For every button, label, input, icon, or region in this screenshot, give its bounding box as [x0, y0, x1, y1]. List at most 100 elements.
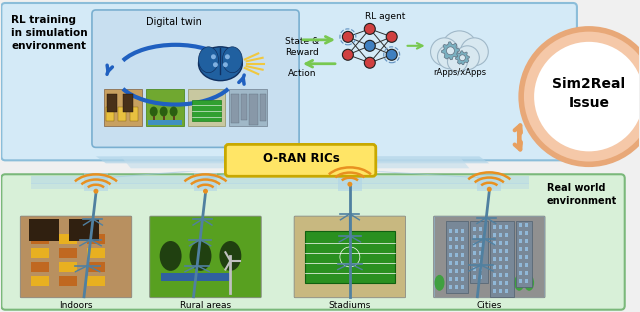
FancyBboxPatch shape	[150, 216, 261, 298]
Ellipse shape	[220, 241, 241, 271]
Bar	[474, 227, 476, 231]
Polygon shape	[442, 42, 460, 60]
Bar	[59, 262, 77, 272]
Bar	[499, 225, 502, 229]
Polygon shape	[96, 156, 490, 163]
Bar	[525, 223, 528, 227]
Bar	[461, 245, 465, 249]
Bar	[241, 94, 247, 119]
Text: RL agent: RL agent	[365, 12, 405, 21]
Bar	[474, 259, 476, 263]
Polygon shape	[367, 171, 497, 178]
Bar	[505, 265, 508, 269]
Bar	[193, 173, 218, 191]
Circle shape	[364, 57, 375, 68]
Bar	[474, 275, 476, 279]
Bar	[499, 257, 502, 261]
Bar	[461, 269, 465, 273]
Bar	[449, 245, 452, 249]
Circle shape	[223, 62, 228, 67]
Bar	[493, 265, 496, 269]
Bar	[474, 267, 476, 271]
Text: Sim2Real
Issue: Sim2Real Issue	[552, 77, 625, 110]
Circle shape	[460, 55, 465, 61]
Text: Digital twin: Digital twin	[146, 17, 202, 27]
Bar	[519, 247, 522, 251]
Bar	[493, 289, 496, 293]
Bar	[493, 233, 496, 237]
Circle shape	[534, 42, 640, 151]
Bar	[477, 173, 501, 191]
Circle shape	[225, 54, 230, 59]
Ellipse shape	[170, 107, 177, 116]
Text: Real world
environment: Real world environment	[547, 183, 618, 207]
Ellipse shape	[189, 241, 211, 271]
Circle shape	[447, 52, 467, 72]
Bar	[69, 219, 99, 241]
FancyBboxPatch shape	[1, 174, 625, 310]
Bar	[499, 241, 502, 245]
Bar	[87, 276, 105, 286]
Circle shape	[460, 38, 488, 66]
Bar	[519, 231, 522, 235]
Bar	[305, 231, 395, 283]
Bar	[449, 285, 452, 289]
Bar	[456, 245, 458, 249]
Bar	[493, 225, 496, 229]
Ellipse shape	[159, 107, 168, 116]
Bar	[260, 94, 266, 121]
Bar	[499, 265, 502, 269]
FancyBboxPatch shape	[225, 144, 376, 176]
Bar	[107, 94, 117, 111]
Bar	[461, 277, 465, 281]
Bar	[499, 281, 502, 285]
Bar	[474, 243, 476, 247]
Bar	[461, 253, 465, 257]
Circle shape	[386, 32, 397, 42]
Bar	[161, 273, 230, 281]
Bar	[461, 285, 465, 289]
Circle shape	[447, 47, 454, 55]
Bar	[479, 243, 483, 247]
Bar	[449, 253, 452, 257]
Bar	[525, 247, 528, 251]
Bar	[505, 273, 508, 277]
Bar	[31, 276, 49, 286]
FancyBboxPatch shape	[92, 10, 299, 147]
Bar	[456, 261, 458, 265]
Bar	[118, 107, 126, 121]
Bar	[59, 248, 77, 258]
Bar	[449, 229, 452, 233]
Bar	[505, 289, 508, 293]
Bar	[31, 183, 529, 189]
Bar	[447, 221, 468, 293]
Text: O-RAN RICs: O-RAN RICs	[262, 152, 339, 165]
Bar	[456, 277, 458, 281]
Circle shape	[438, 45, 461, 69]
Bar	[150, 217, 260, 297]
Bar	[87, 262, 105, 272]
Bar	[456, 253, 458, 257]
Bar	[123, 94, 132, 111]
Bar	[146, 89, 184, 126]
Bar	[130, 107, 138, 121]
Bar	[493, 257, 496, 261]
Bar	[474, 251, 476, 255]
Bar	[106, 107, 114, 121]
Bar	[525, 255, 528, 259]
Bar	[232, 94, 239, 124]
Ellipse shape	[150, 107, 157, 116]
Circle shape	[213, 62, 218, 67]
Bar	[59, 234, 77, 244]
Bar	[456, 237, 458, 241]
Bar	[456, 229, 458, 233]
Circle shape	[521, 29, 640, 164]
Text: Cities: Cities	[477, 301, 502, 310]
Bar	[519, 279, 522, 283]
Ellipse shape	[223, 47, 243, 73]
Circle shape	[342, 49, 353, 60]
Text: Action: Action	[288, 69, 316, 78]
Circle shape	[487, 187, 492, 192]
Bar	[479, 275, 483, 279]
Circle shape	[364, 40, 375, 51]
